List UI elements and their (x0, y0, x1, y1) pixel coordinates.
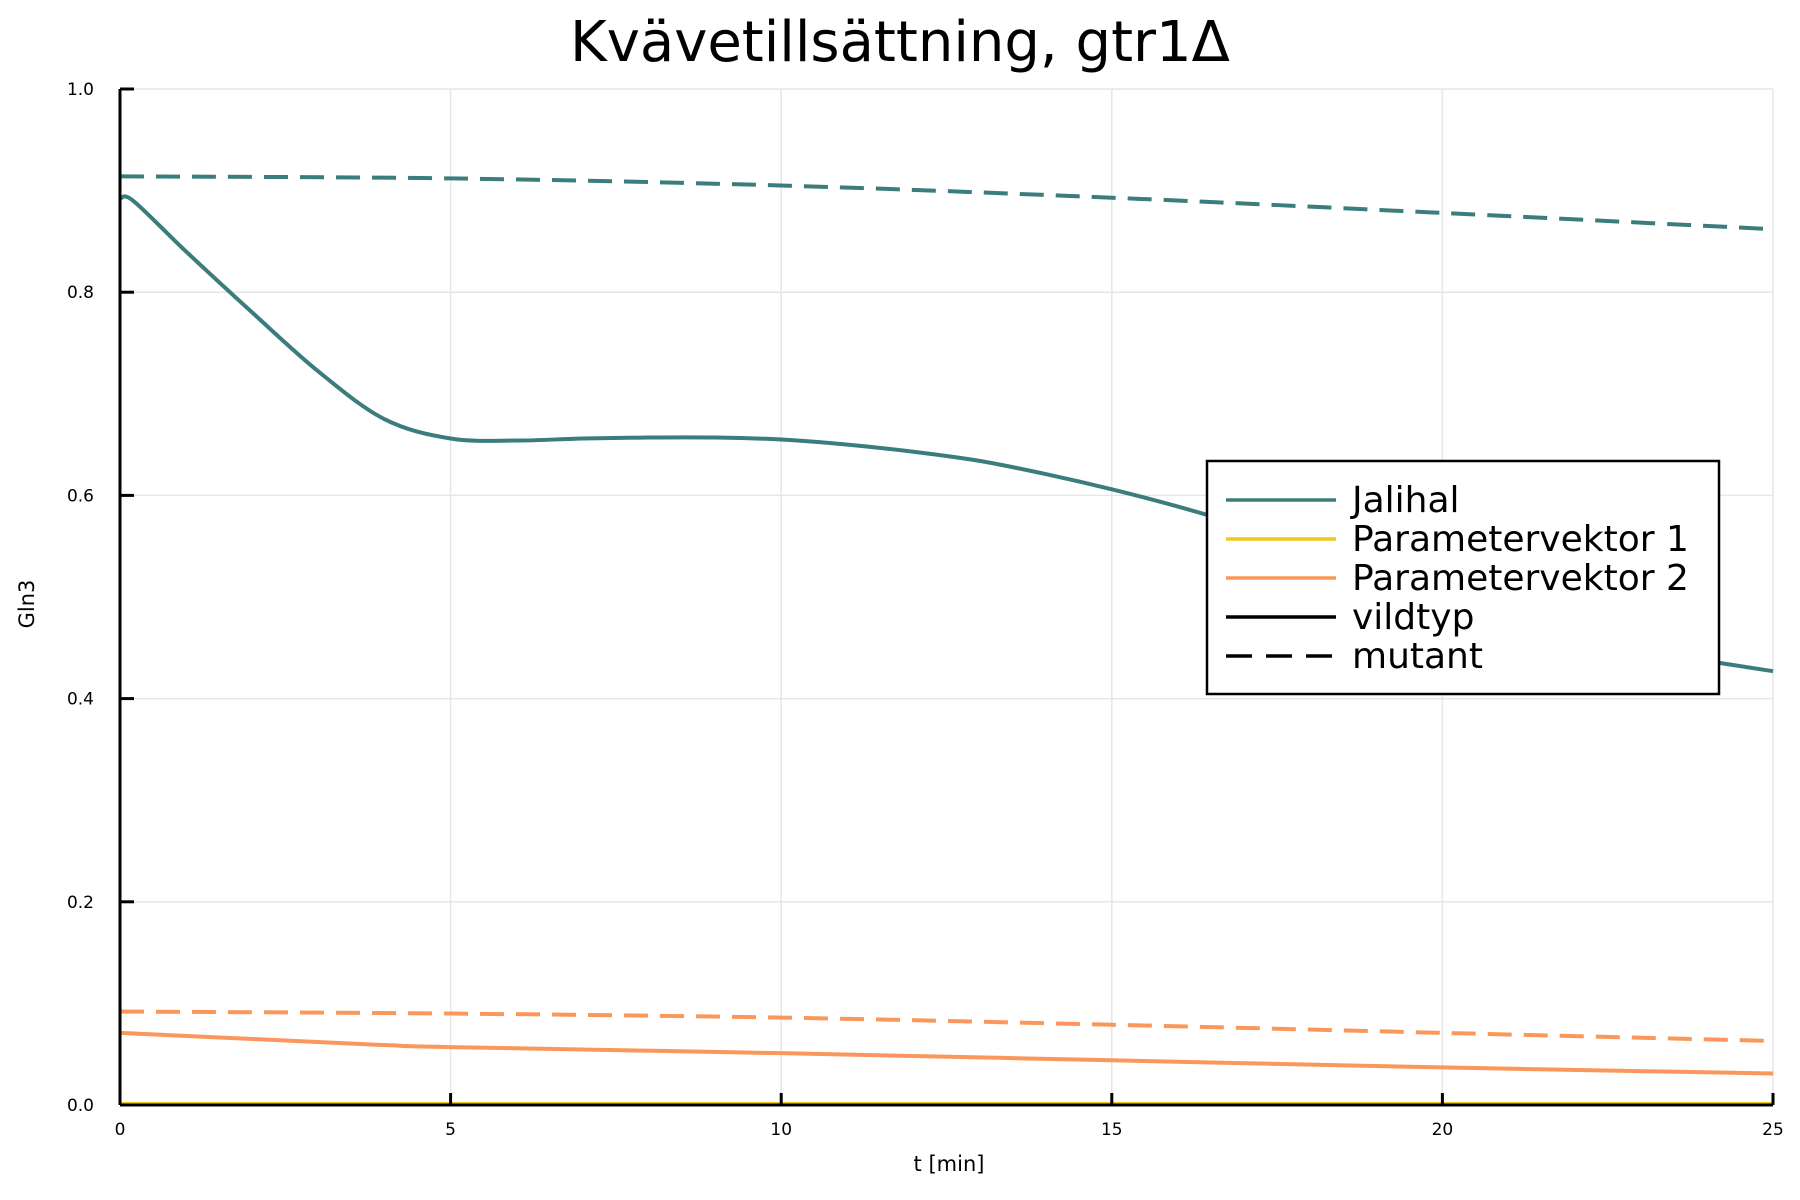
legend-label: vildtyp (1352, 597, 1474, 638)
y-tick-label: 0.4 (67, 690, 94, 710)
y-tick-label: 0.8 (67, 283, 94, 303)
chart-title: Kvävetillsättning, gtr1Δ (570, 10, 1230, 75)
x-tick-label: 20 (1432, 1120, 1454, 1140)
x-tick-label: 10 (770, 1120, 792, 1140)
y-tick-label: 0.6 (67, 486, 94, 506)
y-axis-label: Gln3 (15, 580, 39, 629)
x-tick-label: 0 (115, 1120, 126, 1140)
legend-label: mutant (1352, 636, 1483, 677)
y-tick-label: 1.0 (67, 80, 94, 100)
series-line-jalihal-mutant (119, 174, 1774, 232)
series-line-parametervektor-2-vildtyp (119, 1030, 1774, 1076)
x-axis-label: t [min] (914, 1152, 985, 1176)
axes: 0 5 10 15 20 25 0.0 0.2 0.4 0.6 0.8 1.0 (67, 80, 1784, 1140)
series-line-parametervektor-2-mutant (119, 1009, 1774, 1043)
x-tick-label: 25 (1762, 1120, 1784, 1140)
x-tick-label: 5 (445, 1120, 456, 1140)
x-tick-label: 15 (1101, 1120, 1123, 1140)
y-tick-label: 0.0 (67, 1096, 94, 1116)
y-tick-label: 0.2 (67, 893, 94, 913)
legend-label: Parametervektor 2 (1352, 558, 1689, 599)
legend-label: Parametervektor 1 (1352, 519, 1689, 560)
legend-label: Jalihal (1350, 480, 1460, 521)
